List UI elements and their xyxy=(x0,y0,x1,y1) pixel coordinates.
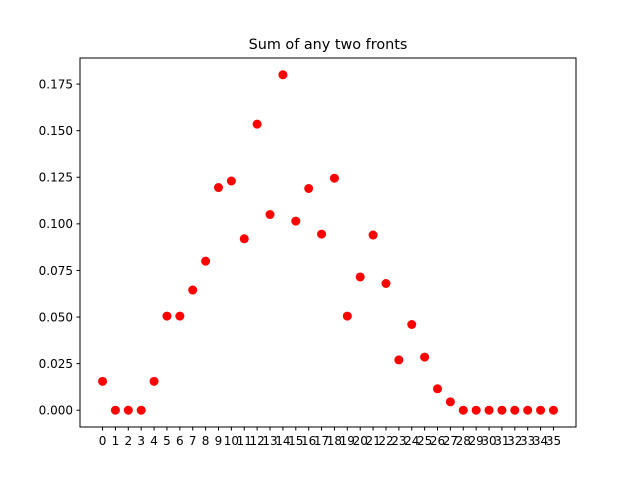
data-point xyxy=(342,311,352,321)
x-tick-label: 18 xyxy=(327,434,342,448)
data-point xyxy=(329,173,339,183)
x-axis: 0 1 2 3 4 5 6 7 8 9 101112131415161718192021222324… xyxy=(99,427,561,448)
x-tick-label: 10 xyxy=(224,434,239,448)
data-points xyxy=(98,70,558,415)
data-point xyxy=(110,405,120,415)
data-point xyxy=(278,70,288,80)
data-point xyxy=(239,234,249,244)
x-tick-label: 5 xyxy=(163,434,171,448)
x-tick-label: 20 xyxy=(353,434,368,448)
data-point xyxy=(149,376,159,386)
x-tick-label: 11 xyxy=(237,434,252,448)
y-tick-label: 0.125 xyxy=(39,171,73,185)
data-point xyxy=(510,405,520,415)
x-tick-label: 12 xyxy=(250,434,265,448)
y-tick-label: 0.025 xyxy=(39,357,73,371)
x-tick-label: 1 xyxy=(112,434,120,448)
x-tick-label: 27 xyxy=(443,434,458,448)
data-point xyxy=(291,216,301,226)
x-tick-label: 3 xyxy=(137,434,145,448)
y-tick-label: 0.150 xyxy=(39,124,73,138)
x-tick-label: 23 xyxy=(391,434,406,448)
x-tick-label: 32 xyxy=(507,434,522,448)
data-point xyxy=(188,285,198,295)
y-tick-label: 0.050 xyxy=(39,310,73,324)
x-tick-label: 26 xyxy=(430,434,445,448)
data-point xyxy=(445,397,455,407)
x-tick-label: 33 xyxy=(520,434,535,448)
data-point xyxy=(458,405,468,415)
x-tick-label: 30 xyxy=(481,434,496,448)
data-point xyxy=(433,384,443,394)
plot-area-frame xyxy=(79,57,577,428)
chart-title: Sum of any two fronts xyxy=(249,37,408,53)
y-tick-label: 0.075 xyxy=(39,264,73,278)
y-tick-label: 0.175 xyxy=(39,77,73,91)
data-point xyxy=(420,352,430,362)
data-point xyxy=(98,376,108,386)
x-tick-label: 16 xyxy=(301,434,316,448)
data-point xyxy=(497,405,507,415)
x-tick-label: 28 xyxy=(456,434,471,448)
data-point xyxy=(175,311,185,321)
y-axis: 0.000 0.025 0.050 0.075 0.100 0.125 0.150 0.175 xyxy=(39,77,80,418)
x-tick-label: 19 xyxy=(340,434,355,448)
data-point xyxy=(523,405,533,415)
x-tick-label: 21 xyxy=(365,434,380,448)
data-point xyxy=(381,279,391,288)
data-point xyxy=(136,405,146,415)
x-tick-label: 15 xyxy=(288,434,303,448)
data-point xyxy=(265,210,275,220)
data-point xyxy=(355,272,365,282)
x-tick-label: 22 xyxy=(378,434,393,448)
data-point xyxy=(226,176,236,186)
x-tick-label: 24 xyxy=(404,434,419,448)
y-tick-label: 0.000 xyxy=(39,404,73,418)
data-point xyxy=(317,229,327,239)
x-tick-label: 8 xyxy=(202,434,210,448)
x-tick-label: 14 xyxy=(275,434,290,448)
x-tick-label: 13 xyxy=(262,434,277,448)
y-tick-label: 0.100 xyxy=(39,217,73,231)
x-tick-label: 34 xyxy=(533,434,548,448)
data-point xyxy=(304,183,314,193)
data-point xyxy=(201,256,211,266)
data-point xyxy=(407,320,417,329)
data-point xyxy=(548,405,558,415)
x-tick-label: 4 xyxy=(150,434,158,448)
x-tick-label: 9 xyxy=(215,434,223,448)
data-point xyxy=(484,405,494,415)
x-tick-label: 0 xyxy=(99,434,107,448)
data-point xyxy=(162,311,172,321)
x-tick-label: 31 xyxy=(494,434,509,448)
x-tick-label: 25 xyxy=(417,434,432,448)
data-point xyxy=(394,355,404,365)
data-point xyxy=(252,119,262,129)
x-tick-label: 35 xyxy=(546,434,561,448)
x-tick-label: 6 xyxy=(176,434,184,448)
data-point xyxy=(368,230,378,240)
data-point xyxy=(123,405,133,415)
x-tick-label: 7 xyxy=(189,434,197,448)
data-point xyxy=(471,405,481,415)
x-tick-label: 29 xyxy=(469,434,484,448)
x-tick-label: 17 xyxy=(314,434,329,448)
data-point xyxy=(213,183,223,193)
data-point xyxy=(536,405,546,415)
x-tick-label: 2 xyxy=(124,434,132,448)
